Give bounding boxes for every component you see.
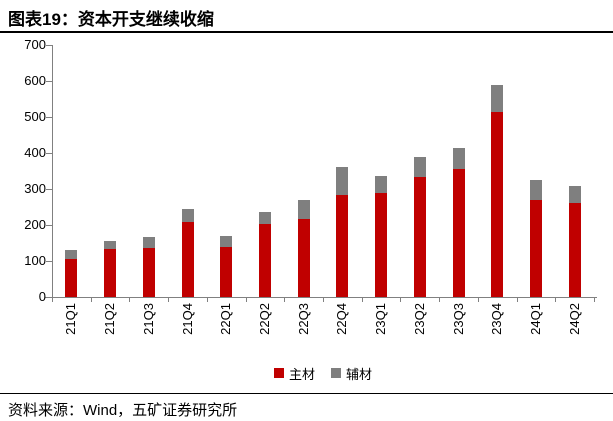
bar-segment-22Q4-辅材 bbox=[336, 167, 348, 195]
bar-segment-24Q2-辅材 bbox=[569, 186, 581, 203]
bar-segment-23Q3-辅材 bbox=[453, 148, 465, 169]
bar-segment-21Q3-辅材 bbox=[143, 237, 155, 248]
x-axis-tick-label: 21Q1 bbox=[63, 303, 78, 335]
x-axis-tick bbox=[168, 298, 169, 302]
bar-segment-22Q3-主材 bbox=[298, 219, 310, 297]
x-axis-tick bbox=[52, 298, 53, 302]
y-axis-tick bbox=[46, 189, 53, 190]
legend-item-main-material: 主材 bbox=[273, 364, 315, 383]
x-axis-tick bbox=[284, 298, 285, 302]
bar-segment-22Q2-主材 bbox=[259, 224, 271, 297]
bar-segment-21Q4-主材 bbox=[182, 222, 194, 297]
y-axis-tick bbox=[46, 81, 53, 82]
main-material-swatch-icon bbox=[273, 368, 284, 378]
x-axis-tick-label: 22Q3 bbox=[296, 303, 311, 335]
bar-segment-23Q3-主材 bbox=[453, 169, 465, 297]
x-axis-tick-label: 23Q2 bbox=[412, 303, 427, 335]
x-axis-tick bbox=[129, 298, 130, 302]
footer-divider bbox=[0, 393, 613, 394]
x-axis-tick-label: 21Q4 bbox=[180, 303, 195, 335]
bar-segment-22Q1-辅材 bbox=[220, 236, 232, 247]
y-axis-tick-label: 700 bbox=[24, 37, 46, 52]
bar-segment-24Q2-主材 bbox=[569, 203, 581, 297]
bar-segment-21Q4-辅材 bbox=[182, 209, 194, 222]
y-axis-tick-label: 0 bbox=[38, 289, 46, 304]
x-axis-tick-label: 23Q3 bbox=[451, 303, 466, 335]
x-axis-tick bbox=[439, 298, 440, 302]
chart-legend: 主材 辅材 bbox=[52, 364, 594, 382]
bar-segment-21Q1-辅材 bbox=[65, 250, 77, 259]
bar-segment-24Q1-辅材 bbox=[530, 180, 542, 200]
x-axis-tick bbox=[323, 298, 324, 302]
y-axis-line bbox=[52, 45, 53, 298]
y-axis-tick-label: 500 bbox=[24, 109, 46, 124]
x-axis-tick bbox=[91, 298, 92, 302]
x-axis-tick-label: 24Q1 bbox=[528, 303, 543, 335]
y-axis-tick-label: 400 bbox=[24, 145, 46, 160]
y-axis-tick-label: 600 bbox=[24, 73, 46, 88]
legend-label-main-material: 主材 bbox=[288, 366, 315, 382]
bar-segment-23Q2-主材 bbox=[414, 177, 426, 297]
y-axis-tick bbox=[46, 153, 53, 154]
y-axis-tick bbox=[46, 261, 53, 262]
bar-segment-22Q2-辅材 bbox=[259, 212, 271, 224]
x-axis-tick-label: 21Q3 bbox=[141, 303, 156, 335]
y-axis-tick bbox=[46, 45, 53, 46]
x-axis-tick-label: 24Q2 bbox=[567, 303, 582, 335]
bar-segment-22Q3-辅材 bbox=[298, 200, 310, 219]
bar-segment-21Q2-辅材 bbox=[104, 241, 116, 249]
bar-segment-22Q4-主材 bbox=[336, 195, 348, 297]
x-axis-tick bbox=[207, 298, 208, 302]
x-axis-tick bbox=[517, 298, 518, 302]
y-axis-tick bbox=[46, 117, 53, 118]
bar-segment-23Q4-辅材 bbox=[491, 85, 503, 112]
bar-segment-21Q1-主材 bbox=[65, 259, 77, 297]
x-axis-tick bbox=[246, 298, 247, 302]
x-axis-tick bbox=[555, 298, 556, 302]
x-axis-tick-label: 22Q2 bbox=[257, 303, 272, 335]
bar-segment-23Q2-辅材 bbox=[414, 157, 426, 177]
x-axis-tick bbox=[594, 298, 595, 302]
x-axis-tick bbox=[362, 298, 363, 302]
bar-segment-23Q1-主材 bbox=[375, 193, 387, 297]
bar-segment-23Q4-主材 bbox=[491, 112, 503, 297]
bar-segment-21Q3-主材 bbox=[143, 248, 155, 297]
bar-segment-23Q1-辅材 bbox=[375, 176, 387, 193]
bar-segment-21Q2-主材 bbox=[104, 249, 116, 297]
bar-segment-22Q1-主材 bbox=[220, 247, 232, 297]
x-axis-tick-label: 22Q1 bbox=[218, 303, 233, 335]
x-axis-tick-label: 23Q4 bbox=[489, 303, 504, 335]
y-axis-tick-label: 100 bbox=[24, 253, 46, 268]
x-axis-tick-label: 22Q4 bbox=[334, 303, 349, 335]
x-axis-tick-label: 21Q2 bbox=[102, 303, 117, 335]
x-axis-tick-label: 23Q1 bbox=[373, 303, 388, 335]
y-axis-tick bbox=[46, 225, 53, 226]
y-axis-tick-label: 200 bbox=[24, 217, 46, 232]
x-axis-tick bbox=[478, 298, 479, 302]
y-axis-tick-label: 300 bbox=[24, 181, 46, 196]
legend-label-aux-material: 辅材 bbox=[346, 366, 373, 382]
x-axis-line bbox=[45, 297, 597, 298]
aux-material-swatch-icon bbox=[331, 368, 341, 378]
source-note: 资料来源：Wind，五矿证券研究所 bbox=[8, 402, 238, 419]
title-divider bbox=[0, 31, 613, 33]
legend-item-aux-material: 辅材 bbox=[331, 364, 372, 383]
figure-title: 图表19：资本开支继续收缩 bbox=[8, 10, 214, 29]
x-axis-tick bbox=[400, 298, 401, 302]
bar-segment-24Q1-主材 bbox=[530, 200, 542, 297]
y-axis-tick bbox=[46, 297, 53, 298]
